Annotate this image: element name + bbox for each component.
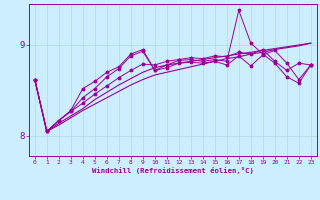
X-axis label: Windchill (Refroidissement éolien,°C): Windchill (Refroidissement éolien,°C)	[92, 167, 254, 174]
